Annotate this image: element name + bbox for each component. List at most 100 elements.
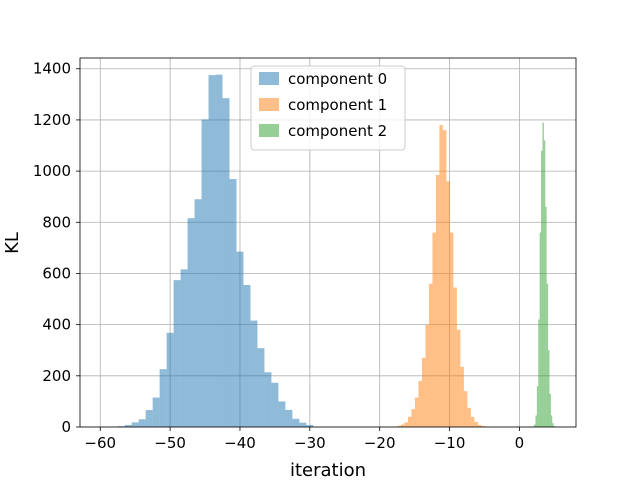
histogram-bar xyxy=(306,424,314,427)
histogram-bar xyxy=(474,421,478,427)
histogram-bar xyxy=(285,409,293,427)
histogram-bar xyxy=(536,386,539,427)
x-tick-label: −20 xyxy=(364,434,396,452)
histogram-bar xyxy=(549,393,551,427)
histogram-bar xyxy=(432,232,436,427)
x-tick-label: −30 xyxy=(294,434,326,452)
histogram-bar xyxy=(543,140,546,427)
series-0-bars xyxy=(117,74,314,428)
histogram-bar xyxy=(404,422,408,427)
legend-label: component 1 xyxy=(288,96,387,114)
histogram-bar xyxy=(548,350,550,427)
x-tick-label: −50 xyxy=(154,434,186,452)
histogram-bar xyxy=(397,425,402,427)
histogram-bar xyxy=(173,280,181,427)
histogram-bar xyxy=(428,283,433,427)
y-axis-ticks: 0 200 400 600 800 1000 1200 1400 xyxy=(33,60,80,436)
histogram-bar xyxy=(229,179,237,427)
histogram-bar xyxy=(539,232,542,427)
histogram-bar xyxy=(278,401,286,427)
legend-label: component 0 xyxy=(288,70,387,88)
histogram-bar xyxy=(425,324,429,427)
histogram-bar xyxy=(401,424,405,427)
plot-frame xyxy=(79,57,577,428)
histogram-bar xyxy=(467,407,471,427)
legend-swatch xyxy=(259,98,279,111)
histogram-bar xyxy=(201,119,209,427)
histogram-bar xyxy=(470,416,475,427)
histogram-bar xyxy=(477,424,482,427)
histogram-bar xyxy=(222,98,230,428)
histogram-bar xyxy=(439,125,443,428)
x-tick-label: −10 xyxy=(434,434,466,452)
legend-box xyxy=(250,65,406,151)
histogram-bar xyxy=(418,380,422,427)
histogram-bar xyxy=(194,199,202,427)
x-tick-label: −60 xyxy=(84,434,116,452)
histogram-bar xyxy=(407,416,412,427)
histogram-bar xyxy=(442,130,447,427)
histogram-bar xyxy=(250,320,258,427)
y-tick-label: 200 xyxy=(42,367,71,385)
legend-swatch xyxy=(259,124,279,137)
histogram-bars xyxy=(117,74,556,428)
x-tick-label: −40 xyxy=(224,434,256,452)
histogram-bar xyxy=(435,174,440,427)
histogram-bar xyxy=(550,415,553,427)
y-tick-label: 800 xyxy=(42,213,71,231)
y-tick-label: 0 xyxy=(61,418,71,436)
histogram-bar xyxy=(463,391,468,427)
histogram-bar xyxy=(236,251,244,427)
histogram-bar xyxy=(446,181,450,427)
legend-swatch xyxy=(259,72,279,85)
histogram-bar xyxy=(180,269,188,427)
y-tick-label: 600 xyxy=(42,264,71,282)
x-axis-ticks: −60 −50 −40 −30 −20 −10 0 xyxy=(84,427,524,452)
y-tick-label: 1000 xyxy=(33,162,71,180)
histogram-bar xyxy=(541,150,543,427)
x-tick-label: 0 xyxy=(515,434,525,452)
x-axis-label: iteration xyxy=(290,460,366,480)
series-1-bars xyxy=(394,125,485,428)
series-2-bars xyxy=(532,122,556,427)
histogram-bar xyxy=(243,284,251,427)
histogram-bar xyxy=(145,410,153,427)
histogram-bar xyxy=(538,319,540,427)
histogram-bar xyxy=(535,415,537,427)
histogram-bar xyxy=(208,75,216,428)
histogram-bar xyxy=(131,422,139,427)
histogram-bar xyxy=(542,122,544,427)
chart-legend: component 0 component 1 component 2 xyxy=(250,65,406,151)
histogram-bar xyxy=(299,422,307,427)
histogram-bar xyxy=(552,423,554,427)
histogram-bar xyxy=(159,369,167,427)
histogram-bar xyxy=(264,372,272,427)
histogram-bar xyxy=(215,74,223,427)
histogram-bar xyxy=(187,218,195,427)
histogram-bar xyxy=(545,206,547,427)
legend-label: component 2 xyxy=(288,122,387,140)
histogram-bar xyxy=(271,382,279,427)
y-tick-label: 400 xyxy=(42,316,71,334)
histogram-bar xyxy=(553,425,556,427)
histogram-bar xyxy=(456,329,461,427)
histogram-bar xyxy=(166,332,174,427)
y-axis-label: KL xyxy=(2,232,23,254)
histogram-bar xyxy=(460,366,464,427)
y-tick-label: 1200 xyxy=(33,111,71,129)
histogram-bar xyxy=(411,409,415,427)
histogram-bar xyxy=(546,283,549,427)
y-tick-label: 1400 xyxy=(33,60,71,78)
histogram-bar xyxy=(453,287,457,427)
histogram-bar xyxy=(414,397,419,427)
histogram-bar xyxy=(292,418,300,427)
histogram-bar xyxy=(138,419,146,427)
histogram-bar xyxy=(481,425,485,427)
histogram-bar xyxy=(449,232,454,427)
histogram-bar xyxy=(421,357,426,427)
histogram-bar xyxy=(257,348,265,427)
histogram-bar xyxy=(124,424,132,427)
histogram-bar xyxy=(152,397,160,427)
